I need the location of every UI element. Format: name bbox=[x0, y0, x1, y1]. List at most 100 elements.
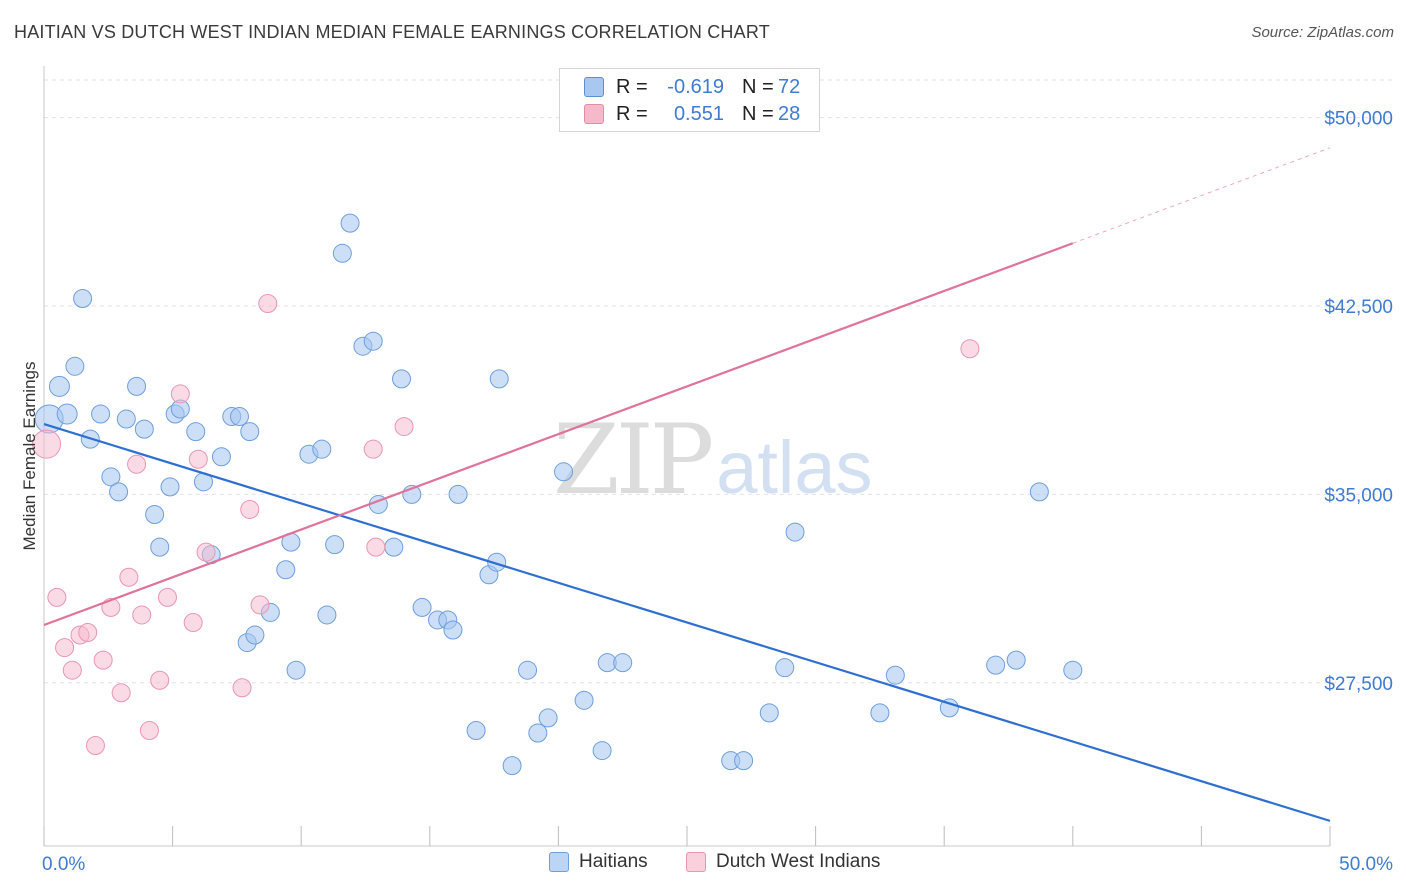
haitian-point bbox=[229, 407, 249, 427]
haitian-point bbox=[528, 723, 548, 743]
haitian-point bbox=[412, 597, 432, 617]
haitian-point bbox=[734, 751, 754, 771]
watermark: ZIPatlas bbox=[553, 404, 873, 516]
haitian-point bbox=[150, 537, 170, 557]
haitian-point bbox=[870, 703, 890, 723]
haitian-point bbox=[317, 605, 337, 625]
dutch-west-indian-trend-extension bbox=[1072, 147, 1331, 244]
haitian-point bbox=[592, 741, 612, 761]
haitian-point bbox=[448, 484, 468, 504]
x-tick-label: 0.0% bbox=[42, 854, 85, 875]
haitian-point bbox=[245, 625, 265, 645]
haitian-point bbox=[340, 213, 360, 233]
legend-r-value: -0.619 bbox=[667, 75, 724, 98]
haitian-point bbox=[502, 756, 522, 776]
haitian-point bbox=[101, 467, 121, 487]
haitian-point bbox=[392, 369, 412, 389]
legend-swatch-dutch-west-indians bbox=[584, 104, 604, 124]
bottom-legend-label-haitians: Haitians bbox=[579, 851, 648, 872]
y-tick-label: $27,500 bbox=[1324, 674, 1393, 695]
y-tick-label: $42,500 bbox=[1324, 297, 1393, 318]
haitian-point bbox=[116, 409, 136, 429]
haitian-point bbox=[1006, 650, 1026, 670]
dutch-west-indian-trend-line bbox=[43, 242, 1074, 627]
haitian-point bbox=[160, 477, 180, 497]
legend-r-label: R = bbox=[616, 102, 648, 125]
dutch-west-indian-point bbox=[363, 439, 383, 459]
dutch-west-indian-point bbox=[32, 429, 62, 459]
haitian-point bbox=[518, 660, 538, 680]
haitian-trend-line bbox=[43, 423, 1331, 822]
haitian-point bbox=[775, 658, 795, 678]
haitian-point bbox=[145, 504, 165, 524]
legend-swatch-haitians bbox=[584, 77, 604, 97]
legend-r-value: 0.551 bbox=[673, 102, 724, 125]
haitian-point bbox=[487, 552, 507, 572]
dutch-west-indian-point bbox=[394, 417, 414, 437]
dutch-west-indian-point bbox=[196, 542, 216, 562]
dutch-west-indian-point bbox=[157, 587, 177, 607]
legend-row-haitians: R = -0.619 N = 72 bbox=[584, 74, 800, 100]
haitian-point bbox=[276, 560, 296, 580]
dutch-west-indian-point bbox=[85, 736, 105, 756]
haitian-point bbox=[489, 369, 509, 389]
haitian-point bbox=[785, 522, 805, 542]
legend-n-value: 72 bbox=[778, 75, 801, 98]
dutch-west-indian-point bbox=[250, 595, 270, 615]
haitian-point bbox=[325, 535, 345, 555]
dutch-west-indian-point bbox=[139, 720, 159, 740]
haitian-point bbox=[65, 356, 85, 376]
dutch-west-indian-point bbox=[111, 683, 131, 703]
y-tick-label: $35,000 bbox=[1324, 485, 1393, 506]
dutch-west-indian-point bbox=[366, 537, 386, 557]
haitian-point bbox=[127, 376, 147, 396]
bottom-legend-haitians[interactable]: Haitians bbox=[549, 851, 648, 873]
haitian-point bbox=[885, 665, 905, 685]
x-tick-label: 50.0% bbox=[1339, 854, 1393, 875]
haitian-point bbox=[286, 660, 306, 680]
haitian-point bbox=[363, 331, 383, 351]
watermark-zip: ZIP bbox=[553, 404, 714, 516]
legend-n-label: N = bbox=[742, 75, 774, 98]
haitian-point bbox=[613, 653, 633, 673]
dutch-west-indian-point bbox=[170, 384, 190, 404]
haitian-point bbox=[443, 620, 463, 640]
legend-r-label: R = bbox=[616, 75, 648, 98]
dutch-west-indian-point bbox=[150, 670, 170, 690]
legend-n-value: 28 bbox=[778, 102, 801, 125]
haitian-point bbox=[332, 243, 352, 263]
haitian-point bbox=[1029, 482, 1049, 502]
haitian-point bbox=[986, 655, 1006, 675]
haitian-point bbox=[240, 422, 260, 442]
dutch-west-indian-point bbox=[183, 612, 203, 632]
haitian-point bbox=[759, 703, 779, 723]
bottom-legend-dutch-west-indians[interactable]: Dutch West Indians bbox=[686, 851, 880, 873]
haitian-point bbox=[939, 698, 959, 718]
haitian-point bbox=[48, 375, 70, 397]
haitian-point bbox=[554, 462, 574, 482]
chart-title: HAITIAN VS DUTCH WEST INDIAN MEDIAN FEMA… bbox=[14, 22, 770, 42]
bottom-legend-swatch-dutch-west-indians bbox=[686, 852, 706, 872]
y-tick-label: $50,000 bbox=[1324, 109, 1393, 130]
haitian-point bbox=[186, 422, 206, 442]
dutch-west-indian-point bbox=[93, 650, 113, 670]
haitian-point bbox=[1063, 660, 1083, 680]
dutch-west-indian-point bbox=[127, 454, 147, 474]
haitian-point bbox=[538, 708, 558, 728]
dutch-west-indian-point bbox=[119, 567, 139, 587]
watermark-atlas: atlas bbox=[716, 426, 873, 509]
dutch-west-indian-point bbox=[258, 294, 278, 314]
haitian-point bbox=[134, 419, 154, 439]
haitian-point bbox=[56, 403, 78, 425]
legend-n-label: N = bbox=[742, 102, 774, 125]
dutch-west-indian-point bbox=[232, 678, 252, 698]
dutch-west-indian-point bbox=[47, 587, 67, 607]
haitian-point bbox=[91, 404, 111, 424]
haitian-point bbox=[466, 720, 486, 740]
dutch-west-indian-point bbox=[240, 499, 260, 519]
haitian-point bbox=[312, 439, 332, 459]
dutch-west-indian-point bbox=[78, 623, 98, 643]
dutch-west-indian-point bbox=[960, 339, 980, 359]
dutch-west-indian-point bbox=[132, 605, 152, 625]
haitian-point bbox=[109, 482, 129, 502]
